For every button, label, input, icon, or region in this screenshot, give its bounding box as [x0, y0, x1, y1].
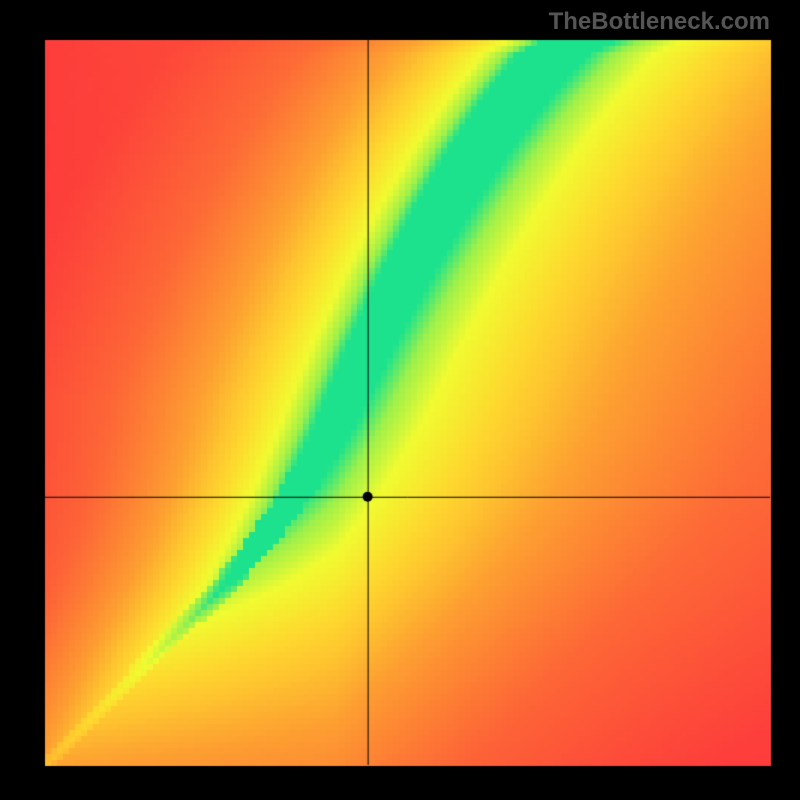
- watermark-text: TheBottleneck.com: [549, 8, 770, 36]
- bottleneck-heatmap: [0, 0, 800, 800]
